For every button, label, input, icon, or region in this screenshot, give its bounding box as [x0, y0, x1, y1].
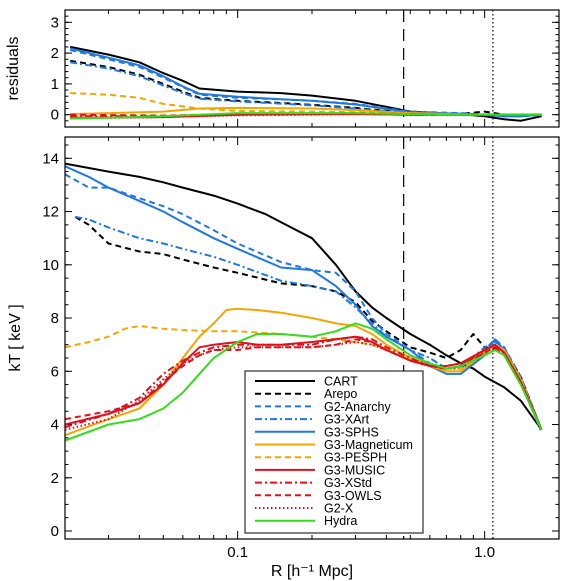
x-tick-label: 0.1	[227, 544, 248, 561]
y-tick-label: 2	[51, 45, 59, 62]
series-group	[65, 162, 543, 442]
y-tick-label: 12	[42, 204, 59, 221]
legend-label: Arepo	[324, 387, 357, 401]
y-tick-label: 1	[51, 76, 59, 93]
legend: CARTArepoG2-AnarchyG3-XArtG3-SPHSG3-Magn…	[244, 370, 424, 534]
y-tick-label: 0	[51, 523, 59, 540]
series-line-g2-anarchy-top	[69, 49, 542, 118]
y-tick-label: 14	[42, 150, 59, 167]
legend-label: CART	[324, 375, 358, 389]
series-line-arepo-top	[70, 59, 542, 118]
legend-label: Hydra	[324, 514, 357, 528]
x-axis-label: R [h⁻¹ Mpc]	[271, 563, 353, 580]
y-tick-label: 10	[42, 257, 59, 274]
series-line-cart-top	[70, 45, 542, 122]
series-line-hydra-top	[70, 112, 542, 120]
y-tick-label: 0	[51, 107, 59, 124]
legend-label: G3-MUSIC	[324, 463, 385, 477]
x-tick-label: 1.0	[474, 544, 495, 561]
series-group	[69, 45, 542, 122]
temperature-panel: 0 2 4 6 8 10 12 14 kT [ keV ] 0.1 1.0 R [h⁻¹ Mpc]	[7, 136, 560, 580]
legend-label: G3-SPHS	[324, 425, 379, 439]
y-axis-label: kT [ keV ]	[7, 304, 24, 371]
series-line-g3-xstd-bottom	[65, 335, 543, 431]
legend-label: G3-XStd	[324, 476, 372, 490]
y-tick-label: 4	[51, 417, 59, 434]
series-line-arepo-bottom	[74, 216, 543, 431]
y-tick-label: 3	[51, 14, 59, 31]
series-line-g3-magneticum-bottom	[65, 307, 543, 437]
y-tick-label: 2	[51, 470, 59, 487]
plot-frame	[64, 9, 560, 128]
legend-label: G2-X	[324, 502, 354, 516]
series-line-g3-pesph-bottom	[65, 325, 543, 431]
y-tick-label: 8	[51, 310, 59, 327]
legend-label: G3-PESPH	[324, 451, 387, 465]
series-line-hydra-bottom	[65, 322, 543, 442]
series-line-g2-x-bottom	[65, 341, 543, 431]
legend-label: G3-XArt	[324, 413, 370, 427]
legend-label: G3-OWLS	[324, 489, 382, 503]
legend-box	[244, 370, 424, 534]
legend-label: G3-Magneticum	[324, 438, 413, 452]
residuals-panel: 0 1 2 3 residuals	[5, 9, 560, 128]
plot-frame	[64, 136, 560, 540]
y-axis-label: residuals	[5, 36, 22, 100]
y-tick-label: 6	[51, 363, 59, 380]
legend-label: G2-Anarchy	[324, 400, 391, 414]
series-line-cart-bottom	[65, 162, 543, 431]
